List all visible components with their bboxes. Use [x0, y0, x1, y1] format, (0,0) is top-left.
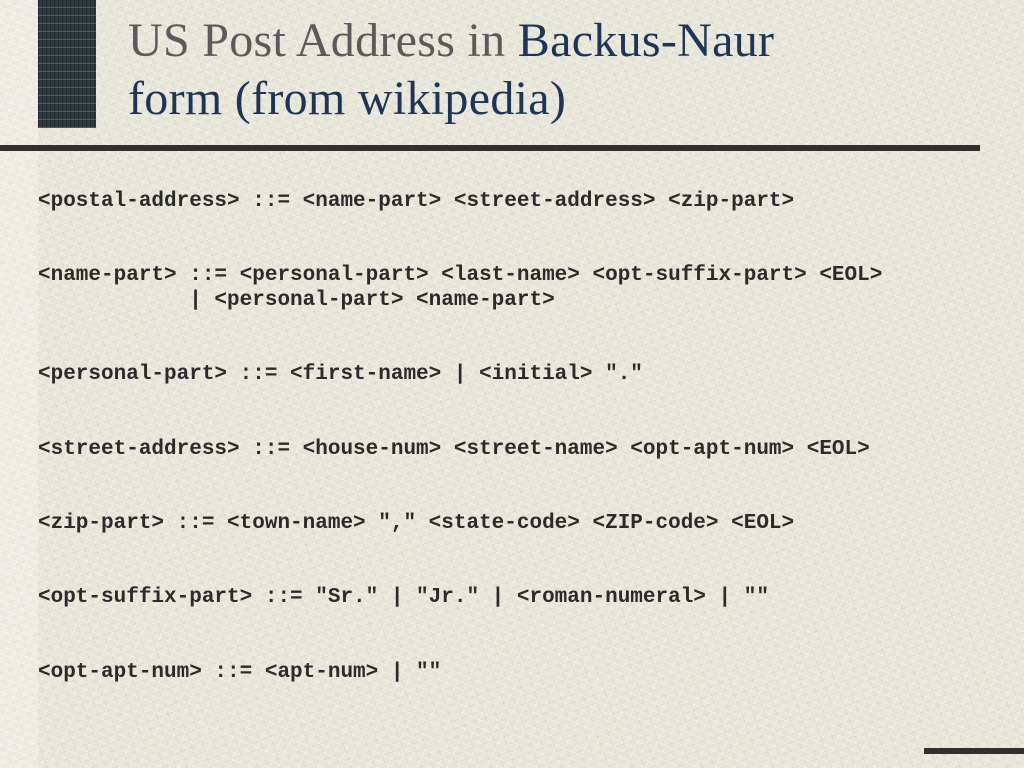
- bnf-rule-name-part-b: | <personal-part> <name-part>: [38, 289, 555, 312]
- bnf-rule-opt-apt-num: <opt-apt-num> ::= <apt-num> | "": [38, 661, 441, 684]
- bnf-rule-personal-part: <personal-part> ::= <first-name> | <init…: [38, 363, 643, 386]
- header-texture-block: [38, 0, 96, 128]
- left-light-strip: [0, 0, 38, 768]
- title-underline-rule: [0, 145, 980, 151]
- bnf-rule-postal-address: <postal-address> ::= <name-part> <street…: [38, 190, 794, 213]
- bnf-grammar-block: <postal-address> ::= <name-part> <street…: [38, 190, 994, 685]
- title-part-navy-line1: Backus-Naur: [518, 14, 775, 67]
- bnf-rule-opt-suffix-part: <opt-suffix-part> ::= "Sr." | "Jr." | <r…: [38, 586, 769, 609]
- bnf-rule-zip-part: <zip-part> ::= <town-name> "," <state-co…: [38, 512, 794, 535]
- bnf-rule-street-address: <street-address> ::= <house-num> <street…: [38, 438, 870, 461]
- title-part-gray: US Post Address in: [128, 14, 518, 67]
- bnf-rule-name-part-a: <name-part> ::= <personal-part> <last-na…: [38, 264, 882, 287]
- footer-accent-bar: [924, 748, 1024, 754]
- slide-title: US Post Address in Backus-Naur form (fro…: [128, 12, 774, 127]
- title-part-navy-line2: form (from wikipedia): [128, 72, 566, 125]
